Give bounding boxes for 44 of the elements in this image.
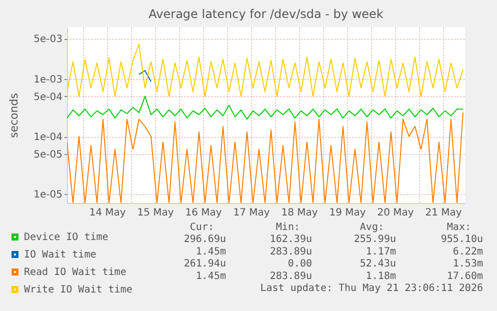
x-tick-label: 17 May [233, 208, 270, 218]
text: 955.10u [440, 234, 483, 246]
line-series [67, 44, 464, 97]
y-tick-label: 1e-04 [34, 132, 62, 144]
text: 283.89u [270, 270, 312, 282]
text: 283.89u [270, 246, 312, 258]
x-tick-label: 15 May [137, 208, 174, 218]
x-tick-label: 14 May [89, 208, 126, 218]
line-series [67, 96, 464, 120]
legend-label: Device IO time [24, 232, 108, 243]
line-series [67, 112, 464, 203]
legend-label: Write IO Wait time [24, 284, 132, 296]
x-tick-label: 20 May [377, 208, 414, 218]
text: Min: [276, 222, 300, 233]
chart-title: Average latency for /dev/sda - by week [148, 7, 384, 21]
x-tick-label: 16 May [185, 208, 222, 218]
text: 0.00 [288, 258, 312, 270]
y-tick-label: 5e-05 [34, 149, 62, 160]
text: 1.45m [196, 270, 226, 282]
text: 52.43u [360, 258, 396, 270]
text: 17.60m [446, 270, 483, 282]
x-tick-label: 21 May [425, 208, 462, 218]
text: 1.45m [196, 246, 226, 258]
x-tick-label: 19 May [329, 208, 366, 218]
text: 255.99u [354, 234, 396, 246]
legend-label: IO Wait time [24, 250, 96, 260]
text: 162.39u [270, 234, 312, 246]
text: 1.18m [366, 270, 396, 282]
legend-label: Read IO Wait time [24, 267, 126, 278]
text: 1.53m [452, 258, 483, 270]
x-tick-label: 18 May [281, 208, 318, 218]
text: Avg: [360, 222, 384, 233]
y-tick-label: 1e-03 [34, 74, 62, 86]
y-tick-label: 5e-04 [34, 92, 62, 103]
text: 296.69u [184, 234, 226, 246]
text: Cur: [190, 222, 214, 233]
text: 6.22m [452, 246, 483, 258]
text: 1.17m [366, 246, 396, 258]
y-axis-title: seconds [8, 92, 21, 138]
text: Last update: Thu May 21 23:06:11 2026 [260, 283, 483, 294]
text: 261.94u [184, 258, 226, 270]
y-tick-label: 1e-05 [34, 190, 62, 201]
y-tick-label: 5e-03 [34, 34, 62, 46]
text: Max: [446, 222, 471, 233]
